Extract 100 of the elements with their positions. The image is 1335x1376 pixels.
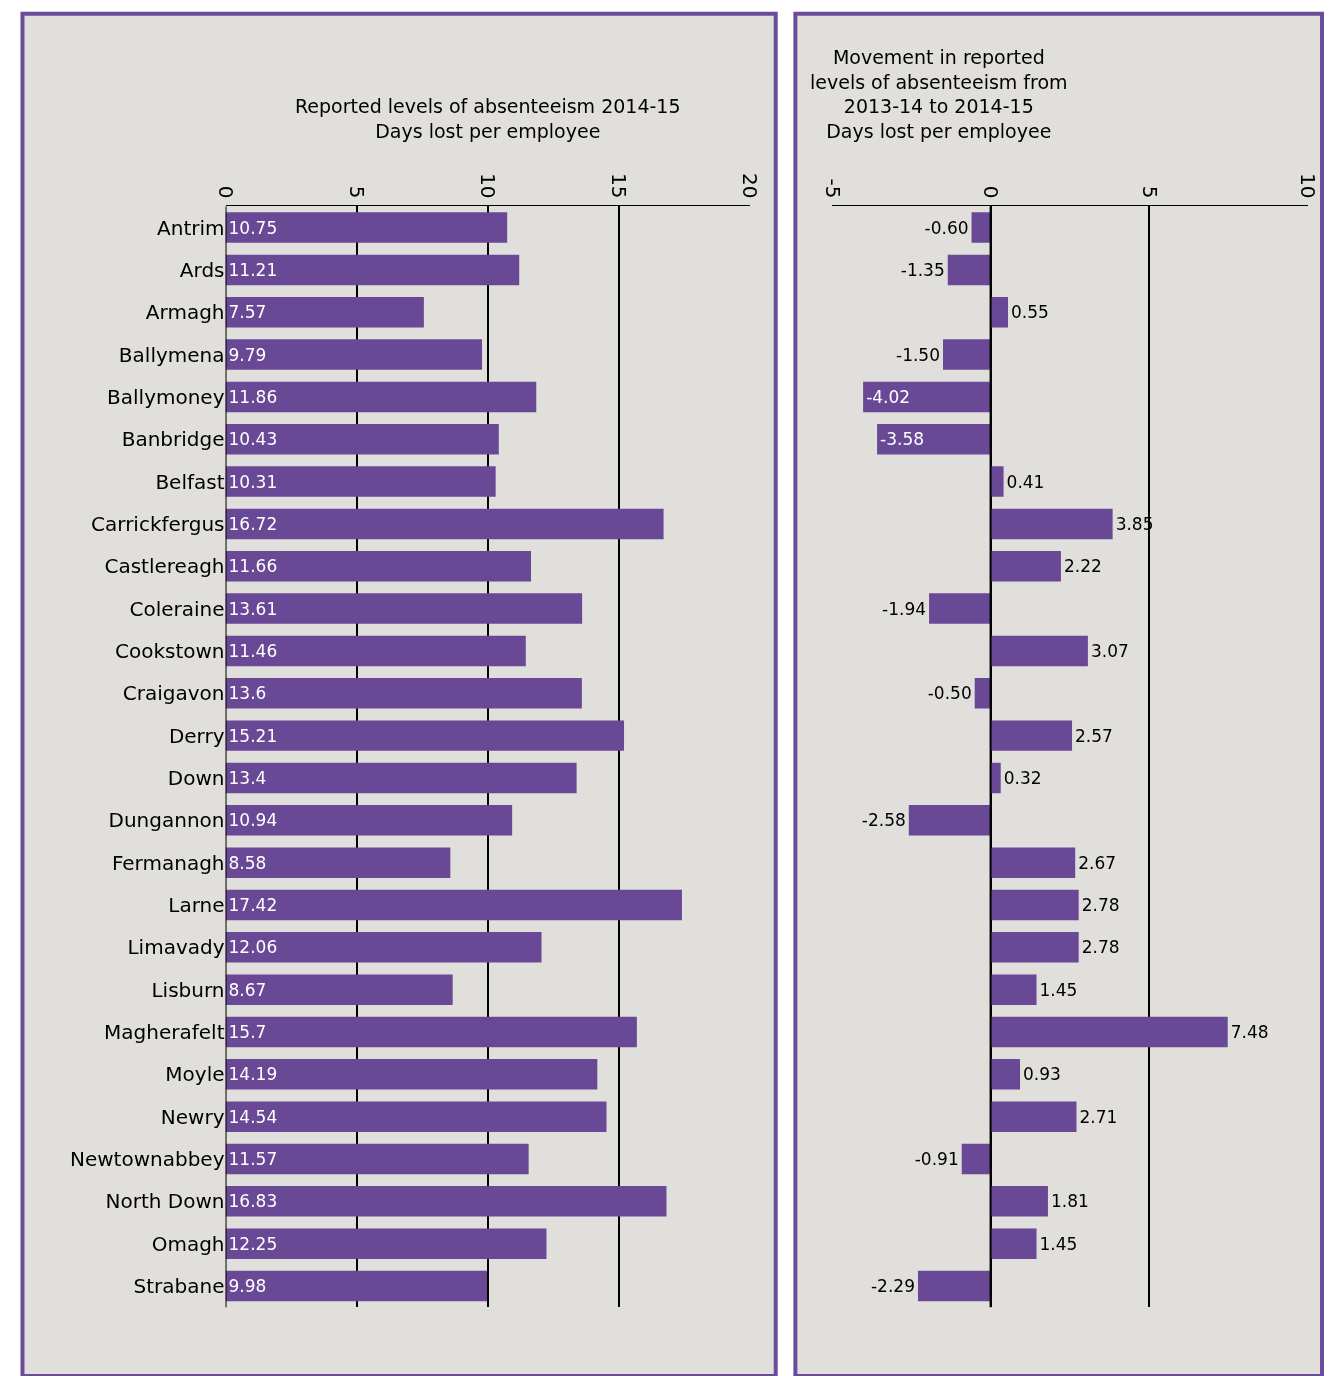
- x-tick-label: 10: [1296, 172, 1321, 199]
- data-label: 14.19: [228, 1064, 278, 1085]
- bar: [225, 932, 542, 963]
- x-tick-label: -5: [820, 178, 845, 199]
- bar: [917, 1270, 991, 1302]
- data-label: 0.93: [1023, 1064, 1061, 1085]
- bar: [225, 805, 513, 836]
- x-tick-label: 15: [607, 172, 632, 199]
- data-label: 0.55: [1011, 302, 1049, 323]
- bar: [947, 254, 991, 286]
- data-label: -1.50: [896, 344, 941, 365]
- data-label: 7.57: [228, 302, 267, 323]
- y-tick-label: Ballymoney: [107, 384, 225, 409]
- data-label: -1.35: [900, 259, 945, 280]
- data-label: 10.31: [228, 471, 278, 492]
- bar: [877, 424, 991, 455]
- data-label: 11.66: [228, 556, 278, 577]
- y-tick-label: Armagh: [145, 300, 225, 325]
- data-label: 1.81: [1050, 1191, 1089, 1212]
- data-label: 13.6: [228, 683, 267, 704]
- y-tick-label: Moyle: [165, 1062, 225, 1087]
- y-tick-label: Strabane: [133, 1274, 225, 1299]
- data-label: -2.58: [861, 810, 906, 831]
- y-tick-label: Ballymena: [118, 342, 225, 367]
- data-label: 2.71: [1079, 1106, 1118, 1127]
- data-label: 8.58: [228, 852, 267, 873]
- bar: [990, 1228, 1037, 1259]
- bar: [990, 1101, 1077, 1132]
- bar: [225, 254, 520, 286]
- data-label: 11.46: [228, 640, 278, 661]
- bar: [990, 551, 1061, 582]
- data-label: 2.78: [1081, 894, 1120, 915]
- data-label: -0.91: [914, 1149, 959, 1170]
- y-tick-label: Newtownabbey: [70, 1147, 225, 1172]
- data-label: 3.07: [1090, 640, 1129, 661]
- y-tick-label: Derry: [168, 723, 225, 748]
- bar: [225, 762, 577, 794]
- bar: [225, 339, 483, 370]
- bar: [225, 635, 526, 667]
- data-label: 10.43: [228, 429, 278, 450]
- data-label: 0.32: [1003, 767, 1042, 788]
- chart-title: Movement in reported levels of absenteeism from 2013-14 to 2014-15 Days lost per employee: [810, 46, 1068, 143]
- bar: [990, 889, 1079, 921]
- data-label: -4.02: [866, 386, 911, 407]
- data-label: 15.7: [228, 1022, 267, 1042]
- bar: [225, 551, 532, 582]
- y-tick-label: Limavady: [127, 935, 225, 960]
- y-tick-label: Craigavon: [122, 681, 225, 706]
- y-tick-label: Coleraine: [129, 596, 225, 621]
- y-tick-label: Lisburn: [151, 977, 225, 1002]
- y-tick-label: Cookstown: [114, 638, 225, 663]
- bar: [990, 974, 1037, 1005]
- bar: [225, 847, 451, 878]
- y-tick-label: Dungannon: [108, 808, 225, 833]
- bar: [225, 720, 625, 751]
- bar: [225, 381, 537, 413]
- y-tick-label: Castlereagh: [104, 554, 225, 579]
- bar: [943, 339, 991, 370]
- bar: [971, 212, 991, 243]
- bar: [990, 1059, 1021, 1090]
- bar: [225, 974, 453, 1005]
- data-label: 2.57: [1075, 725, 1113, 746]
- data-label: 11.21: [228, 259, 278, 280]
- bar: [225, 1101, 607, 1132]
- data-label: 2.67: [1078, 852, 1117, 873]
- y-tick-label: Newry: [160, 1104, 225, 1129]
- bar: [225, 1270, 488, 1302]
- bar: [990, 1186, 1048, 1217]
- y-tick-label: Belfast: [155, 469, 225, 494]
- x-tick-label: 10: [476, 172, 501, 199]
- y-tick-label: Omagh: [151, 1231, 225, 1256]
- data-label: -0.50: [927, 683, 972, 704]
- data-label: 8.67: [228, 979, 267, 1000]
- data-label: 12.06: [228, 937, 278, 958]
- data-label: 17.42: [228, 894, 278, 915]
- y-tick-label: Down: [167, 765, 225, 790]
- data-label: 16.83: [228, 1191, 278, 1212]
- bar: [225, 424, 499, 455]
- data-label: 13.4: [228, 767, 267, 788]
- bar: [974, 678, 991, 709]
- y-tick-label: Fermanagh: [111, 850, 225, 875]
- bar: [863, 381, 991, 413]
- data-label: 9.79: [228, 344, 267, 365]
- bar: [990, 720, 1073, 751]
- data-label: 2.78: [1081, 937, 1120, 958]
- x-tick-label: 5: [345, 185, 370, 199]
- x-tick-label: 0: [979, 185, 1004, 199]
- data-label: 11.57: [228, 1149, 278, 1170]
- bar: [225, 212, 508, 243]
- bar: [225, 1186, 667, 1217]
- bar: [225, 466, 496, 497]
- bar: [225, 1059, 598, 1090]
- data-label: 13.61: [228, 598, 278, 619]
- bar: [929, 593, 991, 624]
- bar: [990, 297, 1009, 328]
- x-tick-label: 0: [214, 185, 239, 199]
- bar: [225, 1228, 547, 1259]
- data-label: 10.75: [228, 217, 278, 238]
- x-tick-label: 20: [738, 172, 763, 199]
- bar: [990, 466, 1004, 497]
